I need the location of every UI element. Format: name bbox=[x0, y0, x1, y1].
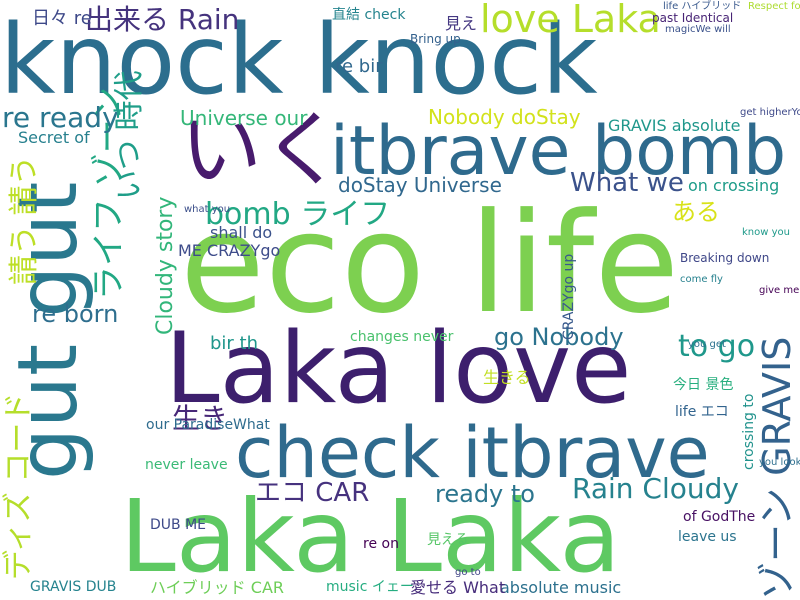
word: on crossing bbox=[688, 176, 780, 195]
word: 出来る Rain bbox=[85, 3, 240, 36]
word: life エコ bbox=[675, 404, 729, 420]
word: Universe our bbox=[180, 106, 308, 130]
word: 生き bbox=[172, 402, 229, 435]
word: エコ CAR bbox=[255, 478, 370, 508]
word: know you bbox=[742, 227, 790, 238]
word: re bir bbox=[335, 56, 383, 77]
word: What we bbox=[570, 168, 684, 198]
word: DUB ME bbox=[150, 517, 207, 533]
word: check itbrave bbox=[235, 412, 710, 494]
word: love Laka bbox=[480, 0, 661, 41]
word: 今日 景色 bbox=[673, 377, 734, 393]
word: GRAVIS absolute bbox=[608, 116, 741, 135]
word: ある bbox=[672, 198, 720, 226]
word: crossing to bbox=[741, 393, 757, 470]
word: shall do bbox=[210, 223, 273, 242]
word: ME CRAZYgo bbox=[178, 241, 281, 260]
word: いつ 時代 bbox=[112, 70, 147, 200]
word: never leave bbox=[145, 457, 228, 473]
word: Secret of bbox=[18, 128, 90, 147]
word: CRAZYgo up bbox=[561, 253, 577, 340]
word: ディズ コード bbox=[1, 392, 36, 580]
word: Nobody doStay bbox=[428, 105, 581, 129]
word: いく bbox=[180, 103, 345, 198]
word: you look bbox=[759, 457, 800, 468]
word: Respect for bbox=[748, 1, 800, 12]
word: ゾーン GRAVIS bbox=[755, 336, 799, 600]
word: ready to bbox=[435, 480, 535, 508]
word: ハイブリッド CAR bbox=[150, 578, 285, 597]
word: 生きる bbox=[483, 368, 531, 387]
word: our ParadiseWhat bbox=[146, 417, 270, 433]
word: Laka love bbox=[165, 312, 632, 426]
word: 見え bbox=[445, 14, 478, 33]
word: knock knock bbox=[0, 4, 598, 116]
word: life ハイブリッド bbox=[663, 1, 742, 12]
word: Rain Cloudy bbox=[572, 472, 739, 505]
word: past Identical bbox=[652, 11, 734, 25]
word: bomb ライフ bbox=[205, 197, 391, 232]
word: you get bbox=[688, 339, 726, 350]
word: Cloudy story bbox=[153, 196, 178, 335]
word: Laka Laka bbox=[120, 478, 621, 595]
word: go to bbox=[455, 567, 481, 578]
word: absolute music bbox=[500, 578, 622, 597]
word: music イェー bbox=[326, 579, 414, 595]
word: Breaking down bbox=[680, 251, 770, 265]
word: of GodThe bbox=[683, 509, 756, 525]
word: leave us bbox=[678, 529, 737, 545]
word: come fly bbox=[680, 274, 723, 285]
word: re ready bbox=[2, 101, 119, 134]
word: 請う 請う bbox=[7, 155, 42, 285]
word: bir th bbox=[210, 333, 259, 354]
word: re born bbox=[32, 300, 119, 328]
word: re on bbox=[363, 536, 399, 552]
word: 直結 check bbox=[332, 7, 406, 23]
word: get higherYou bbox=[740, 107, 800, 118]
word: magicWe will bbox=[665, 24, 731, 35]
word: GRAVIS DUB bbox=[30, 579, 117, 595]
word: give me bbox=[759, 285, 800, 296]
word: eco life bbox=[180, 183, 680, 344]
word: 愛せる What bbox=[410, 578, 506, 597]
word: doStay Universe bbox=[338, 173, 502, 197]
word: go Nobody bbox=[494, 323, 624, 351]
word: 日々 re bbox=[32, 8, 92, 29]
word: itbrave bomb bbox=[330, 112, 787, 191]
word: to go bbox=[678, 329, 756, 364]
word: changes never bbox=[350, 329, 454, 345]
word: 見える bbox=[427, 532, 469, 548]
word: what you bbox=[184, 204, 231, 215]
word: Bring up bbox=[410, 32, 461, 46]
